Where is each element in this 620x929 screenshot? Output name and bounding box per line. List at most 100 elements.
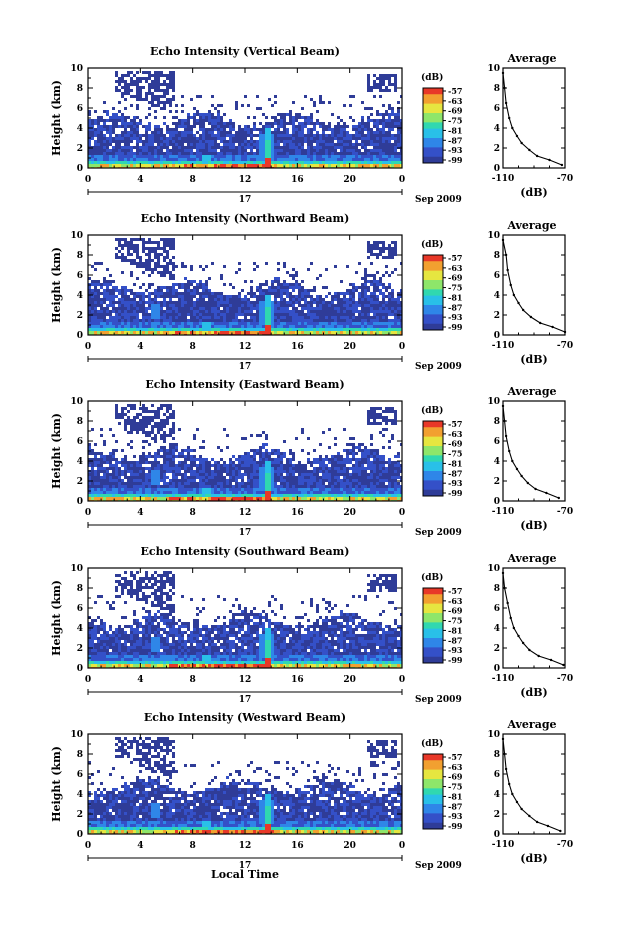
colorbar-segment [423,320,443,325]
colorbar-tick-label: -69 [448,273,463,283]
side-panel-title: Average [506,718,556,731]
side-x-tick-label: -110 [492,507,515,517]
colorbar-tick-label: -81 [448,292,462,302]
colorbar-segment [423,613,443,617]
colorbar-segment [423,305,443,309]
colorbar-segment [423,606,443,611]
colorbar-segment [423,458,443,463]
colorbar-segment [423,810,443,814]
x-tick-label: 0 [399,508,405,518]
colorbar-unit: (dB) [421,572,443,583]
colorbar-segment [423,775,443,780]
colorbar-segment [423,103,443,108]
profile-point [506,601,509,605]
profile-point [501,404,505,408]
y-tick-label: 6 [77,271,83,281]
colorbar-segment [423,616,443,620]
colorbar-segment [423,772,443,777]
colorbar-segment [423,794,443,799]
colorbar-segment [423,760,443,764]
y-tick-label: 4 [77,790,83,800]
colorbar-tick-label: -57 [448,253,462,263]
side-y-tick-label: 10 [487,397,500,407]
x-tick-label: 20 [343,175,356,185]
colorbar-unit: (dB) [421,72,443,83]
colorbar-segment [423,619,443,623]
y-tick-label: 0 [77,830,83,840]
side-x-axis-label: (dB) [520,519,547,532]
side-panel-frame [502,400,566,502]
y-tick-label: 10 [70,397,83,407]
profile-point [517,301,520,305]
colorbar-segment [423,433,443,438]
y-tick-label: 6 [77,437,83,447]
y-tick-label: 6 [77,604,83,614]
colorbar-segment [423,464,443,469]
colorbar-segment [423,650,443,655]
side-y-tick-label: 10 [487,730,500,740]
y-tick-label: 0 [77,164,83,174]
x-tick-label: 20 [343,841,356,851]
colorbar-segment [423,603,443,608]
profile-point [521,641,525,645]
colorbar-segment [423,816,443,821]
heatmap-cells [88,404,402,501]
profile-point [526,481,529,485]
side-x-tick-label: -70 [557,674,573,684]
heatmap-cells [88,238,402,335]
colorbar-segment [423,446,443,450]
colorbar-segment [423,455,443,459]
colorbar-segment [423,638,443,642]
x-tick-label: 16 [291,175,304,185]
side-panel-title: Average [506,52,556,65]
y-tick-label: 8 [77,84,83,94]
side-x-tick-label: -110 [492,840,515,850]
side-y-tick-label: 2 [494,810,500,820]
colorbar-tick-label: -75 [448,616,462,626]
y-axis-label: Height (km) [50,247,63,323]
profile-point [508,116,511,120]
colorbar-segment [423,283,443,287]
profile-point [546,824,550,828]
colorbar-segment [423,119,443,123]
colorbar-segment [423,255,443,259]
profile-point [551,325,554,329]
x-tick-label: 0 [399,675,405,685]
colorbar-tick-label: -99 [448,322,463,332]
profile-point [503,586,506,590]
y-tick-label: 2 [77,644,83,654]
colorbar-segment [423,625,443,630]
colorbar-segment [423,141,443,145]
profile-point [512,626,516,630]
profile-point [504,767,508,771]
colorbar-segment [423,486,443,491]
y-tick-label: 8 [77,584,83,594]
side-y-tick-label: 4 [494,790,500,800]
colorbar-tick-label: -75 [448,449,462,459]
profile-point [557,496,560,500]
profile-point [545,491,548,495]
colorbar-tick-label: -99 [448,821,463,831]
colorbar-frame [422,753,444,830]
profile-point [528,648,531,652]
colorbar-segment [423,825,443,830]
side-y-tick-label: 6 [494,271,500,281]
colorbar-frame [422,87,444,164]
colorbar-segment [423,813,443,817]
profile-point [535,820,539,824]
side-panel-frame [502,234,566,336]
colorbar-segment [423,276,443,281]
colorbar-segment [423,298,443,303]
colorbar-segment [423,600,443,605]
side-y-tick-label: 10 [487,64,500,74]
colorbar-segment [423,644,443,648]
x-tick-label: 8 [190,841,196,851]
panel-4: Echo Intensity (Southward Beam) 0 2 4 6 8 10 He… [50,545,573,705]
y-tick-label: 10 [70,64,83,74]
panel-2: Echo Intensity (Northward Beam) 0 2 4 6 8 10 He… [50,212,573,372]
profile-point [515,800,519,804]
y-tick-label: 8 [77,417,83,427]
side-x-tick-label: -70 [557,507,573,517]
colorbar-segment [423,641,443,645]
colorbar-tick-label: -81 [448,125,462,135]
